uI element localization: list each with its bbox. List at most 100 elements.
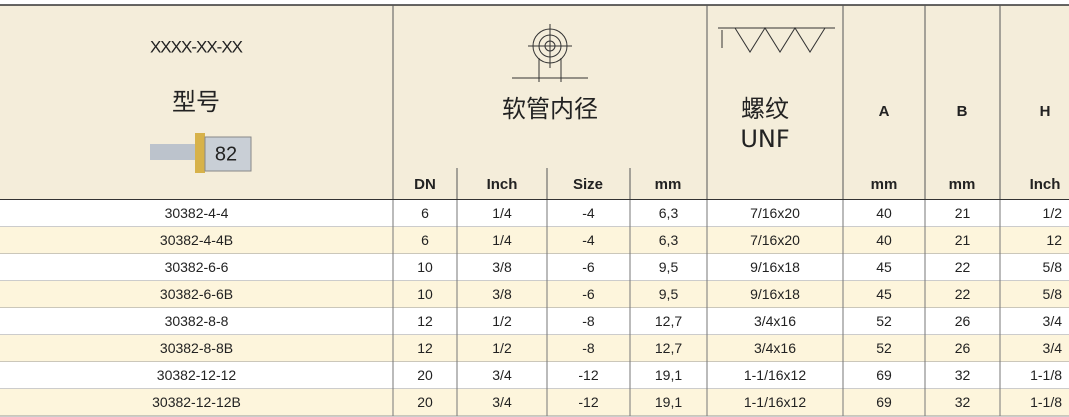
cell: 1-1/8 <box>1030 367 1062 383</box>
cell: 19,1 <box>655 367 682 383</box>
cell: 30382-8-8 <box>165 313 229 329</box>
sub-header: mm <box>949 176 976 193</box>
cell: 12,7 <box>655 340 682 356</box>
cell: 1/4 <box>492 232 512 248</box>
cell: 10 <box>417 259 433 275</box>
row-bg <box>0 227 1069 254</box>
model-badge: 82 <box>215 143 237 165</box>
header-bg <box>0 5 1069 200</box>
header-lines <box>392 5 1001 200</box>
cell: 9/16x18 <box>750 286 800 302</box>
cell: 3/8 <box>492 259 512 275</box>
cell: 69 <box>876 367 892 383</box>
cell: -6 <box>582 286 595 302</box>
row-bg <box>0 335 1069 362</box>
row-bg <box>0 389 1069 416</box>
diameter-icon <box>512 24 588 82</box>
cell: 9/16x18 <box>750 259 800 275</box>
thread: 螺纹 <box>741 95 789 123</box>
row-bg <box>0 254 1069 281</box>
cell: 21 <box>955 205 971 221</box>
sub-header: Size <box>573 176 603 193</box>
cell: 30382-4-4 <box>165 205 229 221</box>
cell: 45 <box>876 259 892 275</box>
cell: 12 <box>1046 232 1062 248</box>
cell: 9,5 <box>659 259 679 275</box>
cell: -4 <box>582 205 595 221</box>
cell: 22 <box>955 286 971 302</box>
cell: -8 <box>582 340 595 356</box>
cell: 7/16x20 <box>750 232 800 248</box>
col-a: A <box>879 103 890 120</box>
cell: 3/4 <box>1043 313 1063 329</box>
cell: 6,3 <box>659 232 679 248</box>
row-bg <box>0 362 1069 389</box>
cell: 40 <box>876 205 892 221</box>
cell: 3/4 <box>492 394 512 410</box>
cell: 32 <box>955 394 971 410</box>
cell: 30382-8-8B <box>160 340 233 356</box>
cell: 20 <box>417 367 433 383</box>
cell: -12 <box>578 394 598 410</box>
cell: -6 <box>582 259 595 275</box>
sub-header: mm <box>871 176 898 193</box>
cell: 3/4 <box>492 367 512 383</box>
cell: 32 <box>955 367 971 383</box>
cell: 1/2 <box>492 313 512 329</box>
cell: 1-1/8 <box>1030 394 1062 410</box>
cell: 26 <box>955 340 971 356</box>
cell: 21 <box>955 232 971 248</box>
cell: 52 <box>876 313 892 329</box>
sub-header: mm <box>655 176 682 193</box>
cell: 52 <box>876 340 892 356</box>
cell: 69 <box>876 394 892 410</box>
cell: 1-1/16x12 <box>744 367 806 383</box>
model-label: 型号 <box>172 88 220 116</box>
cell: -12 <box>578 367 598 383</box>
cell: 3/4x16 <box>754 340 796 356</box>
cell: 1/2 <box>1043 205 1063 221</box>
cell: 45 <box>876 286 892 302</box>
hose-id: 软管内径 <box>502 95 598 123</box>
row-bg <box>0 281 1069 308</box>
cell: 26 <box>955 313 971 329</box>
row-bg <box>0 308 1069 335</box>
fitting-icon <box>150 133 252 173</box>
thread-unit: UNF <box>740 125 789 153</box>
model-code: XXXX-XX-XX <box>150 37 243 56</box>
cell: 30382-4-4B <box>160 232 233 248</box>
cell: 30382-12-12B <box>152 394 241 410</box>
cell: 9,5 <box>659 286 679 302</box>
thread-icon <box>718 27 835 53</box>
cell: 30382-6-6 <box>165 259 229 275</box>
cell: 1-1/16x12 <box>744 394 806 410</box>
sub-header: Inch <box>487 176 518 193</box>
col-b: B <box>957 103 968 120</box>
row-bg <box>0 200 1069 227</box>
cell: 1/2 <box>492 340 512 356</box>
cell: 6 <box>421 205 429 221</box>
cell: 1/4 <box>492 205 512 221</box>
cell: 3/4x16 <box>754 313 796 329</box>
cell: 19,1 <box>655 394 682 410</box>
cell: 40 <box>876 232 892 248</box>
cell: 5/8 <box>1043 259 1063 275</box>
cell: 6,3 <box>659 205 679 221</box>
cell: 3/4 <box>1043 340 1063 356</box>
cell: 12 <box>417 340 433 356</box>
cell: 6 <box>421 232 429 248</box>
cell: 3/8 <box>492 286 512 302</box>
col-h: H <box>1040 103 1051 120</box>
cell: 20 <box>417 394 433 410</box>
cell: 7/16x20 <box>750 205 800 221</box>
cell: 22 <box>955 259 971 275</box>
cell: 30382-12-12 <box>157 367 237 383</box>
cell: 10 <box>417 286 433 302</box>
cell: -8 <box>582 313 595 329</box>
cell: 30382-6-6B <box>160 286 233 302</box>
cell: 12,7 <box>655 313 682 329</box>
sub-header: DN <box>414 176 436 193</box>
cell: 12 <box>417 313 433 329</box>
